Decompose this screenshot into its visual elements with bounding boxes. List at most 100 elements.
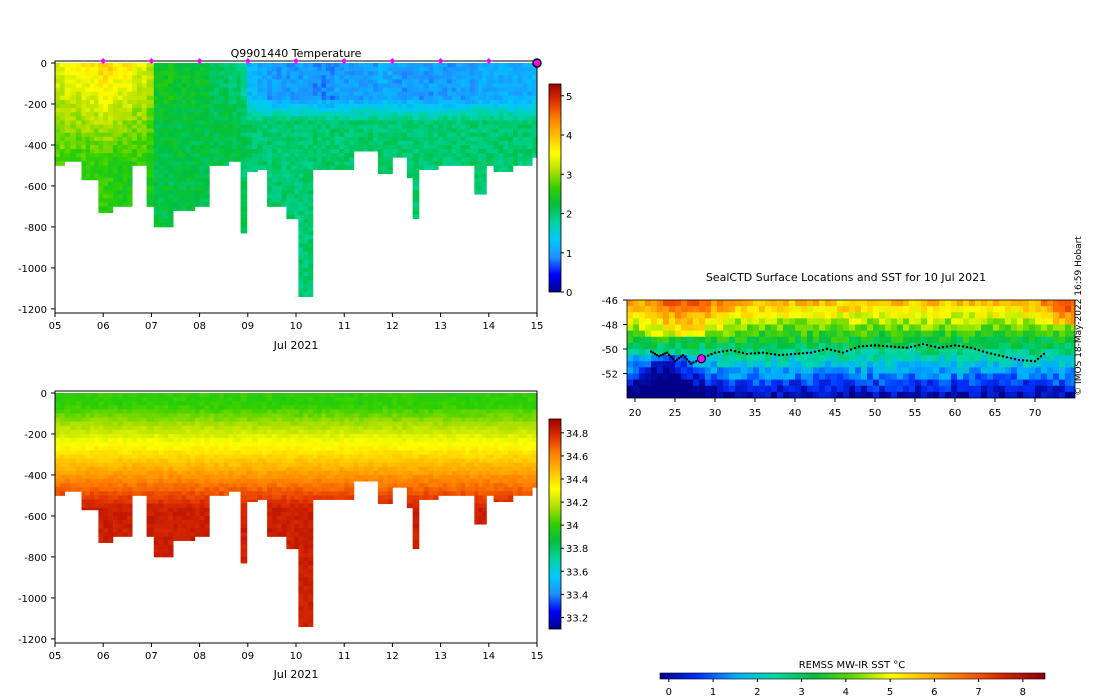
temperature-cell — [442, 132, 448, 138]
temperature-cell — [168, 75, 174, 80]
temperature-cell — [298, 288, 304, 293]
x-tick-label: 05 — [49, 321, 62, 332]
temperature-cell — [190, 132, 196, 138]
temperature-cell — [246, 75, 253, 80]
temperature-cell — [294, 124, 299, 129]
temperature-cell — [503, 67, 509, 72]
temperature-cell — [141, 112, 147, 117]
salinity-cell — [204, 495, 210, 500]
temperature-cell — [246, 63, 253, 68]
temperature-cell — [55, 63, 61, 68]
salinity-cell — [59, 421, 66, 427]
temperature-cell — [486, 124, 491, 129]
temperature-cell — [127, 108, 133, 113]
salinity-cell — [141, 421, 147, 427]
temperature-cell — [218, 144, 225, 150]
temperature-cell — [418, 75, 425, 80]
temperature-cell — [199, 120, 205, 125]
salinity-cell — [294, 491, 299, 496]
salinity-cell — [267, 429, 273, 435]
temperature-cell — [358, 136, 364, 142]
salinity-cell — [117, 499, 123, 505]
temperature-cell — [294, 169, 299, 175]
salinity-cell — [136, 446, 143, 451]
temperature-cell — [503, 116, 509, 121]
salinity-cell — [214, 470, 220, 476]
temperature-cell — [428, 95, 434, 101]
temperature-cell — [271, 91, 278, 97]
salinity-cell — [177, 524, 183, 529]
salinity-cell — [204, 438, 210, 443]
salinity-cell — [308, 540, 314, 546]
temperature-cell — [163, 116, 169, 121]
temperature-cell — [94, 136, 99, 142]
temperature-cell — [281, 144, 287, 150]
temperature-cell — [412, 128, 420, 134]
salinity-cell — [70, 433, 77, 439]
temperature-cell — [508, 75, 514, 80]
temperature-cell — [490, 75, 495, 80]
salinity-cell — [276, 487, 282, 492]
salinity-cell — [240, 479, 248, 484]
salinity-cell — [122, 532, 128, 537]
temperature-cell — [271, 95, 278, 101]
salinity-cell — [298, 552, 304, 558]
salinity-cell — [199, 479, 205, 484]
temperature-cell — [334, 153, 340, 158]
temperature-cell — [186, 136, 191, 142]
temperature-cell — [168, 153, 174, 158]
salinity-cell — [290, 421, 295, 427]
temperature-cell — [236, 83, 241, 88]
temperature-cell — [294, 157, 299, 162]
salinity-cell — [276, 532, 282, 537]
salinity-cell — [141, 487, 147, 492]
temperature-cell — [89, 112, 95, 117]
temperature-cell — [136, 161, 143, 166]
temperature-cell — [325, 153, 331, 158]
salinity-cell — [163, 442, 169, 447]
temperature-cell — [517, 124, 523, 129]
temperature-cell — [103, 206, 109, 211]
salinity-cell — [276, 450, 282, 455]
temperature-cell — [177, 169, 183, 175]
salinity-cell — [173, 470, 178, 476]
temperature-cell — [397, 124, 403, 129]
temperature-cell — [382, 144, 388, 150]
temperature-cell — [308, 226, 314, 232]
temperature-cell — [240, 169, 248, 175]
temperature-cell — [153, 67, 160, 72]
temperature-cell — [377, 112, 384, 117]
temperature-cell — [204, 103, 210, 109]
temperature-cell — [232, 75, 237, 80]
temperature-cell — [298, 128, 304, 134]
temperature-cell — [112, 99, 119, 105]
temperature-cell — [286, 194, 291, 199]
temperature-cell — [177, 99, 183, 105]
salinity-cell — [308, 548, 314, 554]
salinity-cell — [246, 479, 253, 484]
salinity-cell — [317, 405, 322, 410]
temperature-cell — [136, 112, 143, 117]
salinity-cell — [146, 397, 155, 402]
temperature-cell — [512, 103, 519, 109]
temperature-cell — [490, 108, 495, 113]
temperature-cell — [218, 112, 225, 117]
temperature-cell — [517, 149, 523, 154]
temperature-cell — [94, 124, 99, 129]
temperature-cell — [262, 83, 268, 88]
temperature-cell — [94, 108, 99, 113]
salinity-cell — [194, 450, 200, 455]
temperature-cell — [465, 161, 471, 166]
temperature-cell — [240, 95, 248, 101]
temperature-cell — [294, 181, 299, 187]
temperature-cell — [70, 75, 77, 80]
temperature-cell — [223, 112, 229, 117]
temperature-cell — [330, 67, 335, 72]
temperature-cell — [298, 67, 304, 72]
temperature-cell — [478, 116, 483, 121]
salinity-cell — [163, 491, 169, 496]
temperature-cell — [146, 120, 155, 125]
temperature-cell — [240, 120, 248, 125]
salinity-cell — [308, 536, 314, 541]
